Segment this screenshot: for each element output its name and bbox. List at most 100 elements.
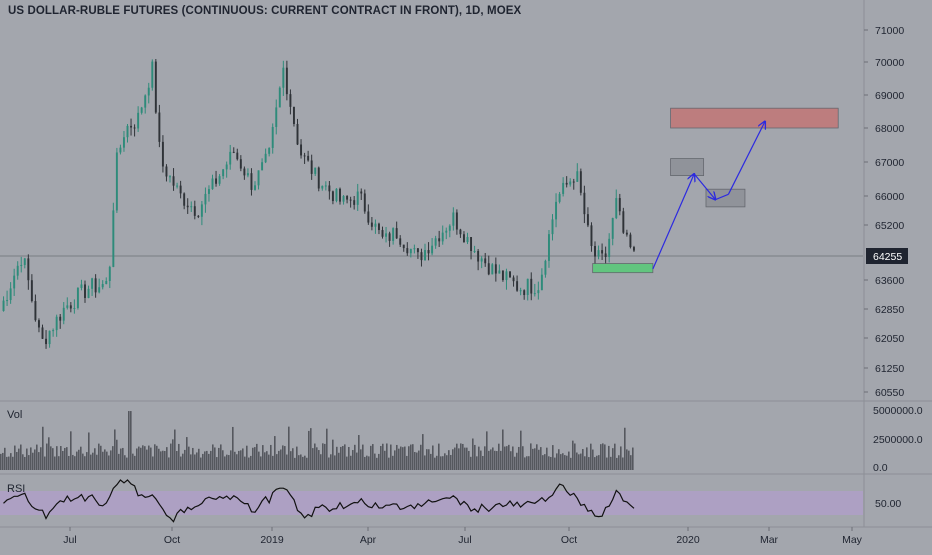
volume-bar (552, 445, 554, 470)
candle-body (108, 266, 111, 281)
volume-bar (620, 446, 622, 470)
volume-bar (104, 449, 106, 470)
volume-bars-group (0, 411, 634, 470)
candle-body (211, 178, 214, 190)
volume-bar (84, 456, 86, 470)
volume-bar (130, 411, 132, 470)
volume-bar (86, 452, 88, 470)
volume-bar (296, 446, 298, 470)
candle-body (9, 288, 12, 301)
candle-body (190, 206, 193, 208)
candle-body (282, 67, 285, 88)
volume-bar (22, 454, 24, 470)
candle-body (576, 171, 579, 182)
price-axis-label: 62850 (875, 304, 904, 316)
volume-bar (304, 455, 306, 470)
volume-bar (364, 456, 366, 470)
volume-bar (108, 455, 110, 470)
volume-bar (146, 449, 148, 470)
candle-body (193, 206, 196, 216)
volume-bar (386, 443, 388, 470)
candle-body (586, 214, 589, 226)
volume-bar (230, 450, 232, 470)
candle-body (285, 67, 288, 95)
volume-bar (268, 454, 270, 470)
volume-bar (248, 457, 250, 470)
candle-body (243, 168, 246, 176)
volume-bar (64, 447, 66, 470)
candle-body (80, 284, 83, 288)
candle-body (112, 210, 115, 267)
candle-body (45, 338, 48, 345)
volume-bar (140, 447, 142, 470)
volume-bar (526, 456, 528, 470)
volume-bar (4, 447, 6, 470)
candle-body (445, 230, 448, 233)
volume-bar (574, 443, 576, 470)
candle-body (6, 300, 9, 302)
volume-bar (160, 451, 162, 470)
candle-body (55, 316, 58, 331)
volume-bar (266, 451, 268, 470)
volume-bar (312, 448, 314, 470)
candle-body (179, 185, 182, 194)
candle-body (601, 250, 604, 254)
volume-bar (488, 450, 490, 470)
volume-bar (204, 451, 206, 470)
rsi-band (0, 491, 863, 515)
candle-body (48, 330, 51, 345)
volume-bar (144, 446, 146, 470)
candle-body (158, 112, 161, 142)
candle-body (498, 270, 501, 274)
volume-bar (540, 447, 542, 470)
volume-bar (154, 444, 156, 470)
volume-bar (322, 443, 324, 470)
volume-bar (40, 447, 42, 470)
candle-body (416, 248, 419, 253)
candle-body (16, 265, 19, 276)
candle-body (66, 305, 69, 308)
volume-bar (616, 457, 618, 470)
volume-bar (36, 444, 38, 470)
volume-bar (66, 447, 68, 470)
volume-bar (534, 448, 536, 470)
candle-body (480, 258, 483, 262)
volume-bar (548, 456, 550, 470)
volume-bar (372, 444, 374, 470)
candle-body (583, 192, 586, 215)
candle-body (105, 280, 108, 285)
candle-body (409, 248, 412, 254)
candle-body (236, 152, 239, 160)
volume-bar (188, 446, 190, 470)
volume-bar (450, 454, 452, 470)
volume-bar (232, 426, 234, 470)
volume-bar (208, 453, 210, 470)
volume-bar (330, 454, 332, 470)
volume-bar (494, 450, 496, 470)
time-axis-label: Apr (360, 534, 377, 546)
rsi-pane-label: RSI (7, 483, 26, 495)
volume-bar (118, 453, 120, 470)
volume-bar (38, 452, 40, 470)
rsi-line (3, 479, 635, 523)
candle-body (537, 290, 540, 294)
candle-body (183, 193, 186, 206)
volume-bar (244, 456, 246, 470)
volume-bar (274, 436, 276, 470)
volume-bar (70, 431, 72, 470)
volume-bar (92, 452, 94, 470)
candle-body (147, 87, 150, 96)
candle-body (339, 188, 341, 202)
candle-body (625, 232, 628, 235)
volume-bar (270, 444, 272, 470)
volume-bar (502, 429, 504, 470)
volume-bar (514, 456, 516, 470)
volume-bar (500, 450, 502, 470)
time-axis-label: May (842, 534, 863, 546)
volume-bar (362, 444, 364, 470)
volume-bar (420, 444, 422, 470)
volume-bar (158, 448, 160, 470)
volume-bar (252, 447, 254, 470)
candle-body (101, 284, 104, 288)
